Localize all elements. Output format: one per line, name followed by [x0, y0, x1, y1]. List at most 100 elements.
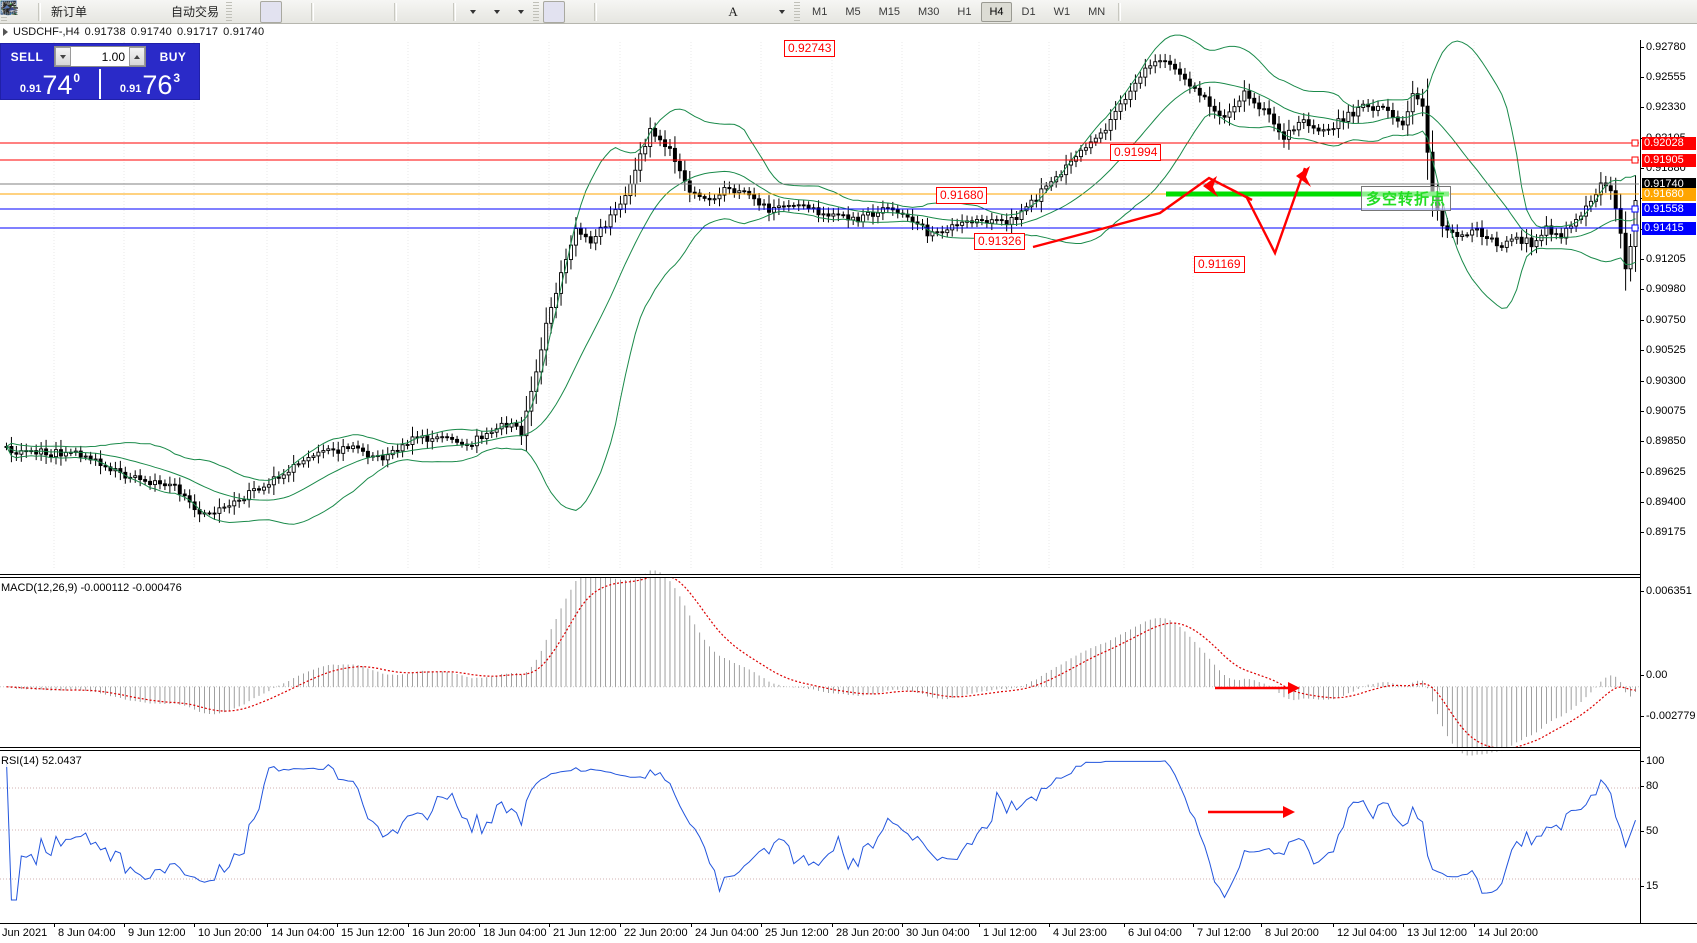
timeframe-mn[interactable]: MN — [1088, 5, 1106, 18]
time-label: 14 Jun 04:00 — [271, 927, 335, 939]
time-label: 24 Jun 04:00 — [695, 927, 759, 939]
oct-controls-row: SELL 1.00 BUY — [1, 44, 199, 69]
timeframe-m5[interactable]: M5 — [845, 5, 861, 18]
timeframe-h4[interactable]: H4 — [981, 1, 1012, 22]
toolbar-grip-3[interactable] — [533, 1, 540, 22]
price-level-label[interactable]: 0.91558 — [1642, 203, 1696, 216]
time-tick — [408, 924, 409, 927]
time-label: 10 Jun 20:00 — [198, 927, 262, 939]
time-label: 8 Jul 20:00 — [1265, 927, 1319, 939]
price-tick: 0.90750 — [1641, 314, 1686, 326]
rsi-indicator-label: RSI(14) 52.0437 — [0, 755, 82, 767]
timeframe-m15[interactable]: M15 — [878, 5, 900, 18]
price-callout-tag[interactable]: 0.92743 — [784, 40, 836, 57]
pane-separator-1[interactable] — [0, 574, 1697, 578]
price-level-label[interactable]: 0.91905 — [1642, 154, 1696, 167]
time-tick — [1193, 924, 1194, 927]
symbol-name: USDCHF-,H4 — [13, 26, 80, 38]
ohlc-close: 0.91740 — [223, 26, 265, 38]
chevron-down-icon[interactable] — [470, 9, 477, 14]
toolbar-grip-2[interactable] — [226, 1, 233, 22]
pane-separator-2[interactable] — [0, 747, 1697, 751]
oct-price-row: 0.91 74 0 0.91 76 3 — [1, 69, 199, 99]
price-callout-tag[interactable]: 0.91326 — [974, 233, 1026, 250]
new-order-label: 新订单 — [51, 5, 88, 19]
indicator-tick: 0.006351 — [1641, 585, 1692, 597]
time-tick — [479, 924, 480, 927]
time-label: 30 Jun 04:00 — [906, 927, 970, 939]
turning-point-note: 多空转折点 — [1361, 186, 1452, 211]
macd-indicator — [0, 570, 1639, 756]
channel-icon[interactable]: F — [2, 1, 720, 23]
time-label: 9 Jun 12:00 — [128, 927, 186, 939]
shapes-icon[interactable] — [3, 1, 792, 23]
chevron-down-icon-2[interactable] — [494, 9, 501, 14]
label-icon[interactable]: T — [1, 1, 768, 23]
autotrading-label: 自动交易 — [171, 5, 220, 19]
price-callout-tag[interactable]: 0.91994 — [1110, 144, 1162, 161]
sell-price-display[interactable]: 0.91 74 0 — [1, 69, 99, 99]
time-scale[interactable]: Jun 2021 8 Jun 04:00 9 Jun 12:00 10 Jun 20:… — [0, 923, 1697, 943]
sell-price-prefix: 0.91 — [19, 83, 42, 95]
time-tick — [267, 924, 268, 927]
price-tick: 0.89850 — [1641, 435, 1686, 447]
svg-text:T: T — [5, 4, 11, 15]
time-tick — [620, 924, 621, 927]
price-tick: 0.89625 — [1641, 466, 1686, 478]
time-label: 8 Jun 04:00 — [58, 927, 116, 939]
time-tick — [1049, 924, 1050, 927]
toolbar-divider-6 — [1118, 2, 1122, 21]
time-tick — [979, 924, 980, 927]
time-tick — [194, 924, 195, 927]
price-callout-tag[interactable]: 0.91169 — [1194, 256, 1245, 273]
timeframe-m30[interactable]: M30 — [918, 5, 940, 18]
ohlc-low: 0.91717 — [176, 26, 219, 38]
text-icon[interactable]: A — [728, 3, 738, 19]
time-label: 16 Jun 20:00 — [412, 927, 476, 939]
time-label: 18 Jun 04:00 — [483, 927, 547, 939]
svg-text:F: F — [13, 11, 17, 17]
timeframe-h1[interactable]: H1 — [957, 5, 972, 18]
buy-button[interactable]: BUY — [159, 49, 187, 64]
volume-value[interactable]: 1.00 — [101, 49, 125, 64]
timeframe-d1[interactable]: D1 — [1021, 5, 1036, 18]
price-scale[interactable]: 0.927800.925550.923300.921050.918800.916… — [1640, 40, 1697, 923]
price-level-label[interactable]: 0.92028 — [1642, 137, 1696, 150]
time-label: 13 Jul 12:00 — [1407, 927, 1467, 939]
time-label: 25 Jun 12:00 — [765, 927, 829, 939]
sell-button[interactable]: SELL — [10, 49, 44, 64]
rsi-indicator — [0, 760, 1639, 901]
time-label: 1 Jul 12:00 — [983, 927, 1037, 939]
cursor-icon[interactable] — [3, 0, 566, 23]
volume-decrease-button[interactable] — [55, 47, 71, 66]
main-toolbar: 新订单 自动交易 — [0, 0, 1697, 24]
time-tick — [1474, 924, 1475, 927]
time-tick — [761, 924, 762, 927]
chevron-down-icon-3[interactable] — [518, 9, 525, 14]
buy-price-big: 76 — [142, 70, 173, 100]
price-tick: 0.90300 — [1641, 375, 1686, 387]
volume-stepper[interactable]: 1.00 — [54, 46, 146, 67]
price-level-label[interactable]: 0.91415 — [1642, 222, 1696, 235]
timeframe-group: M1 M5 M15 M30 H1 H4 D1 W1 MN — [803, 1, 1114, 22]
timeframe-w1[interactable]: W1 — [1053, 5, 1071, 18]
buy-price-sup: 3 — [173, 71, 181, 85]
toolbar-grip-4[interactable] — [794, 1, 801, 22]
indicator-tick: 0.00 — [1641, 669, 1667, 681]
sell-price-sup: 0 — [73, 71, 81, 85]
one-click-trading-panel[interactable]: SELL 1.00 BUY 0.91 74 0 0.91 76 3 — [0, 43, 200, 100]
time-label: Jun 2021 — [2, 927, 48, 939]
price-tick: 0.89175 — [1641, 526, 1686, 538]
buy-price-display[interactable]: 0.91 76 3 — [99, 69, 199, 99]
time-label: 15 Jun 12:00 — [341, 927, 405, 939]
expand-triangle-icon[interactable] — [3, 28, 8, 36]
chevron-down-icon-4[interactable] — [779, 9, 786, 14]
time-label: 14 Jul 20:00 — [1478, 927, 1538, 939]
sell-price-big: 74 — [42, 70, 73, 100]
volume-increase-button[interactable] — [129, 47, 145, 66]
price-level-label[interactable]: 0.91740 — [1642, 178, 1696, 191]
price-tick: 0.89400 — [1641, 496, 1686, 508]
price-callout-tag[interactable]: 0.91680 — [936, 187, 988, 204]
price-level-label[interactable]: 0.91680 — [1642, 188, 1696, 201]
timeframe-m1[interactable]: M1 — [812, 5, 828, 18]
